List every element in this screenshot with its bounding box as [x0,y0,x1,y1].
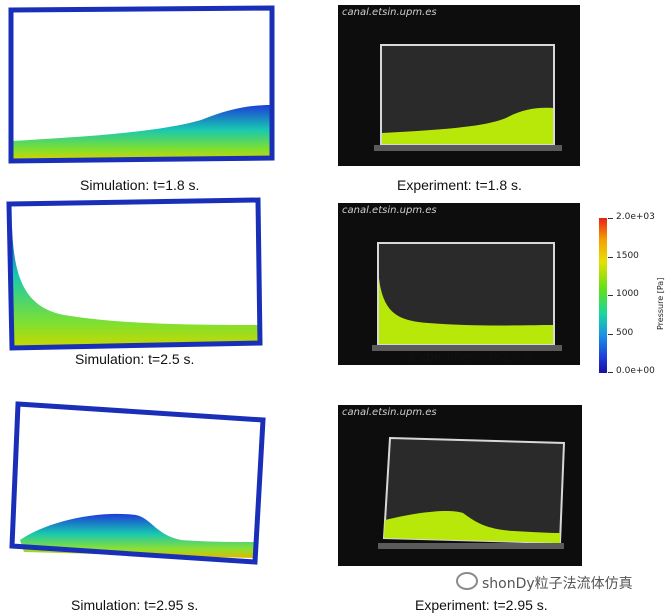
footer-text: shonDy粒子法流体仿真 [482,576,633,592]
pressure-colorbar: 2.0e+03 1500 1000 500 0.0e+00 Pressure [… [596,212,670,377]
tank-frame [9,401,266,565]
experiment-photo-3: canal.etsin.upm.es [338,405,582,566]
wechat-icon [456,572,478,590]
simulation-caption: Simulation: t=2.95 s. [71,597,199,613]
liquid [379,278,553,344]
fluid-region [12,105,271,160]
colorbar-label-min: 0.0e+00 [616,366,655,376]
footer-watermark: shonDy粒子法流体仿真 [456,572,633,593]
experiment-caption: Experiment: t=1.8 s. [397,177,522,193]
colorbar-gradient [599,218,607,373]
simulation-caption: Simulation: t=2.5 s. [75,351,195,367]
colorbar-title: Pressure [Pa] [656,277,665,330]
fluid-region [20,513,254,558]
experiment-caption: Experiment: t=2.95 s. [415,597,548,613]
tank-frame [8,5,275,164]
experiment-caption: Experiment: t=2.5 s. [410,348,535,364]
simulation-caption: Simulation: t=1.8 s. [80,177,200,193]
tank-base [374,145,562,151]
fluid-region [12,227,259,347]
liquid [382,107,553,144]
simulation-panel-2 [6,197,263,351]
tank-base [372,345,562,351]
tank-frame [6,197,263,351]
watermark: canal.etsin.upm.es [342,205,437,216]
tank-base [378,543,564,549]
watermark: canal.etsin.upm.es [342,7,437,18]
colorbar-label-500: 500 [616,328,634,338]
liquid [384,510,560,543]
simulation-panel-1 [8,5,275,164]
experiment-photo-1: canal.etsin.upm.es [338,5,580,166]
colorbar-label-max: 2.0e+03 [616,212,655,222]
experiment-photo-2: canal.etsin.upm.es [338,203,580,365]
simulation-panel-3 [9,401,266,565]
colorbar-label-1500: 1500 [616,251,639,261]
watermark: canal.etsin.upm.es [342,407,437,418]
colorbar-label-1000: 1000 [616,289,639,299]
